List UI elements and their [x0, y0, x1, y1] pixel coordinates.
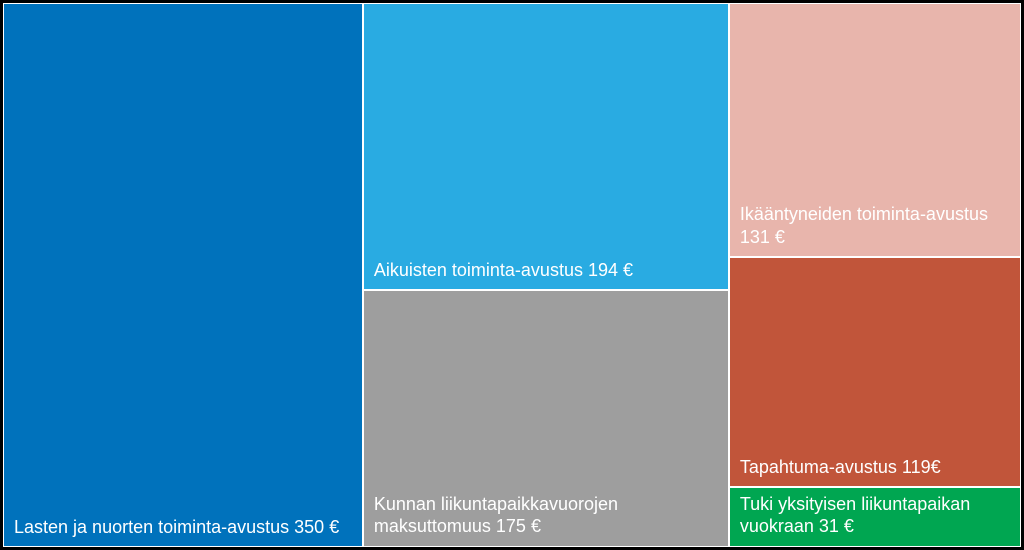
treemap-cell-tapahtuma: Tapahtuma-avustus 119€ — [729, 257, 1021, 487]
treemap-chart: Lasten ja nuorten toiminta-avustus 350 €… — [0, 0, 1024, 550]
treemap-cell-ikaant: Ikääntyneiden toiminta-avustus 131 € — [729, 3, 1021, 257]
treemap-cell-label: Kunnan liikuntapaikkavuorojen maksuttomu… — [374, 493, 718, 538]
treemap-cell-label: Ikääntyneiden toiminta-avustus 131 € — [740, 203, 1010, 248]
treemap-cell-kunnan: Kunnan liikuntapaikkavuorojen maksuttomu… — [363, 290, 729, 547]
treemap-cell-label: Tuki yksityisen liikuntapaikan vuokraan … — [740, 493, 1010, 538]
treemap-cell-label: Lasten ja nuorten toiminta-avustus 350 € — [14, 516, 352, 539]
treemap-cell-label: Aikuisten toiminta-avustus 194 € — [374, 259, 718, 282]
treemap-cell-tuki: Tuki yksityisen liikuntapaikan vuokraan … — [729, 487, 1021, 547]
treemap-cell-aikuisten: Aikuisten toiminta-avustus 194 € — [363, 3, 729, 290]
treemap-cell-lasten: Lasten ja nuorten toiminta-avustus 350 € — [3, 3, 363, 547]
treemap-cell-label: Tapahtuma-avustus 119€ — [740, 456, 1010, 479]
